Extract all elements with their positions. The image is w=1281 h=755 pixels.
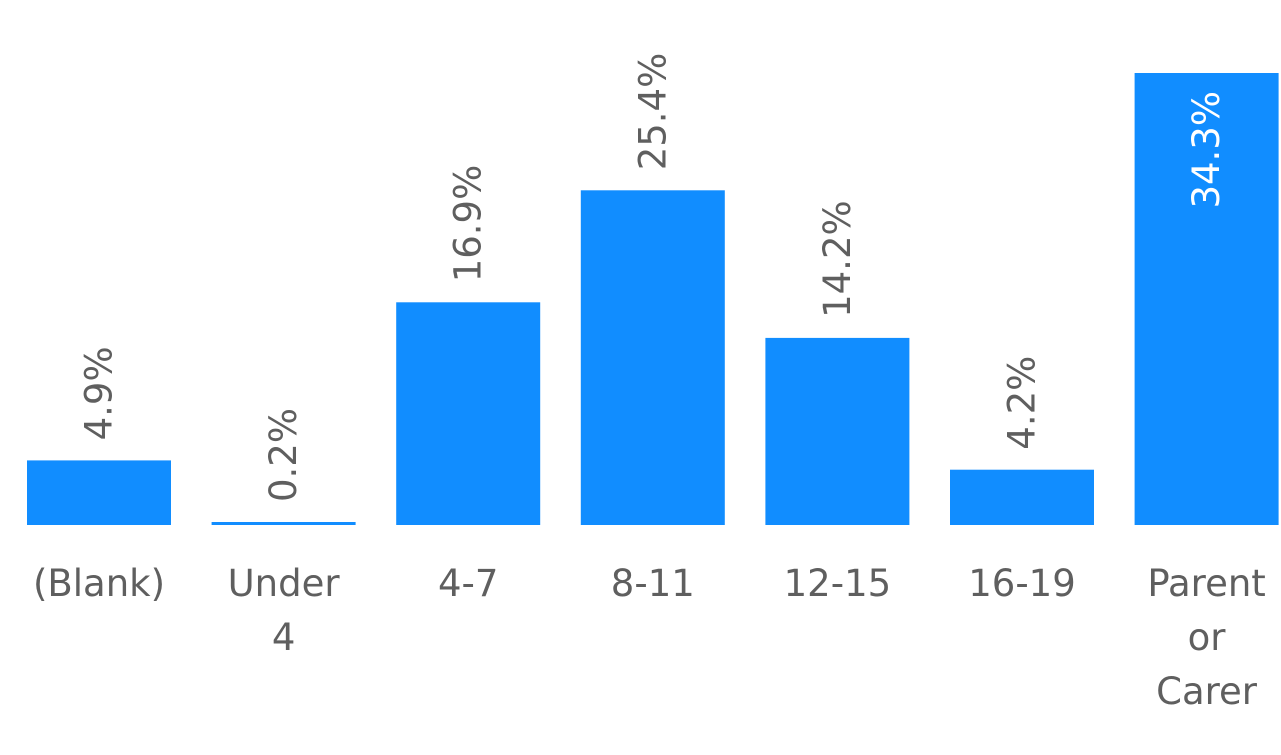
category-labels-group: (Blank) Under 4 4-7 8-11 12-15 16-19 Parent or Ca… [33, 562, 1266, 713]
value-label-2: 16.9% [447, 165, 490, 283]
value-labels-group: 4.9% 0.2% 16.9% 25.4% 14.2% 4.2% 34.3% [78, 53, 1229, 502]
category-label-1-line-0: Under [228, 562, 341, 605]
value-label-5: 4.2% [1001, 356, 1044, 450]
bar-5[interactable] [950, 469, 1094, 525]
value-label-0: 4.9% [78, 346, 121, 440]
category-label-6-line-1: or [1188, 616, 1227, 659]
value-label-3: 25.4% [631, 53, 674, 171]
category-label-4-line-0: 12-15 [784, 562, 892, 605]
category-label-0-line-0: (Blank) [33, 562, 165, 605]
category-label-2-line-0: 4-7 [438, 562, 498, 605]
value-label-1: 0.2% [262, 408, 305, 502]
bar-4[interactable] [765, 337, 910, 525]
bar-1[interactable] [211, 522, 356, 525]
category-label-5-line-0: 16-19 [968, 562, 1076, 605]
value-label-4: 14.2% [816, 200, 859, 318]
bar-6[interactable] [1134, 73, 1279, 525]
category-label-6-line-2: Carer [1156, 670, 1258, 713]
bar-3[interactable] [580, 190, 725, 526]
bar-0[interactable] [27, 460, 171, 525]
bar-2[interactable] [396, 302, 541, 525]
category-label-1-line-1: 4 [272, 616, 296, 659]
category-label-6-line-0: Parent [1147, 562, 1265, 605]
bars-group [27, 73, 1279, 526]
value-label-6: 34.3% [1185, 91, 1228, 209]
category-label-3-line-0: 8-11 [611, 562, 695, 605]
